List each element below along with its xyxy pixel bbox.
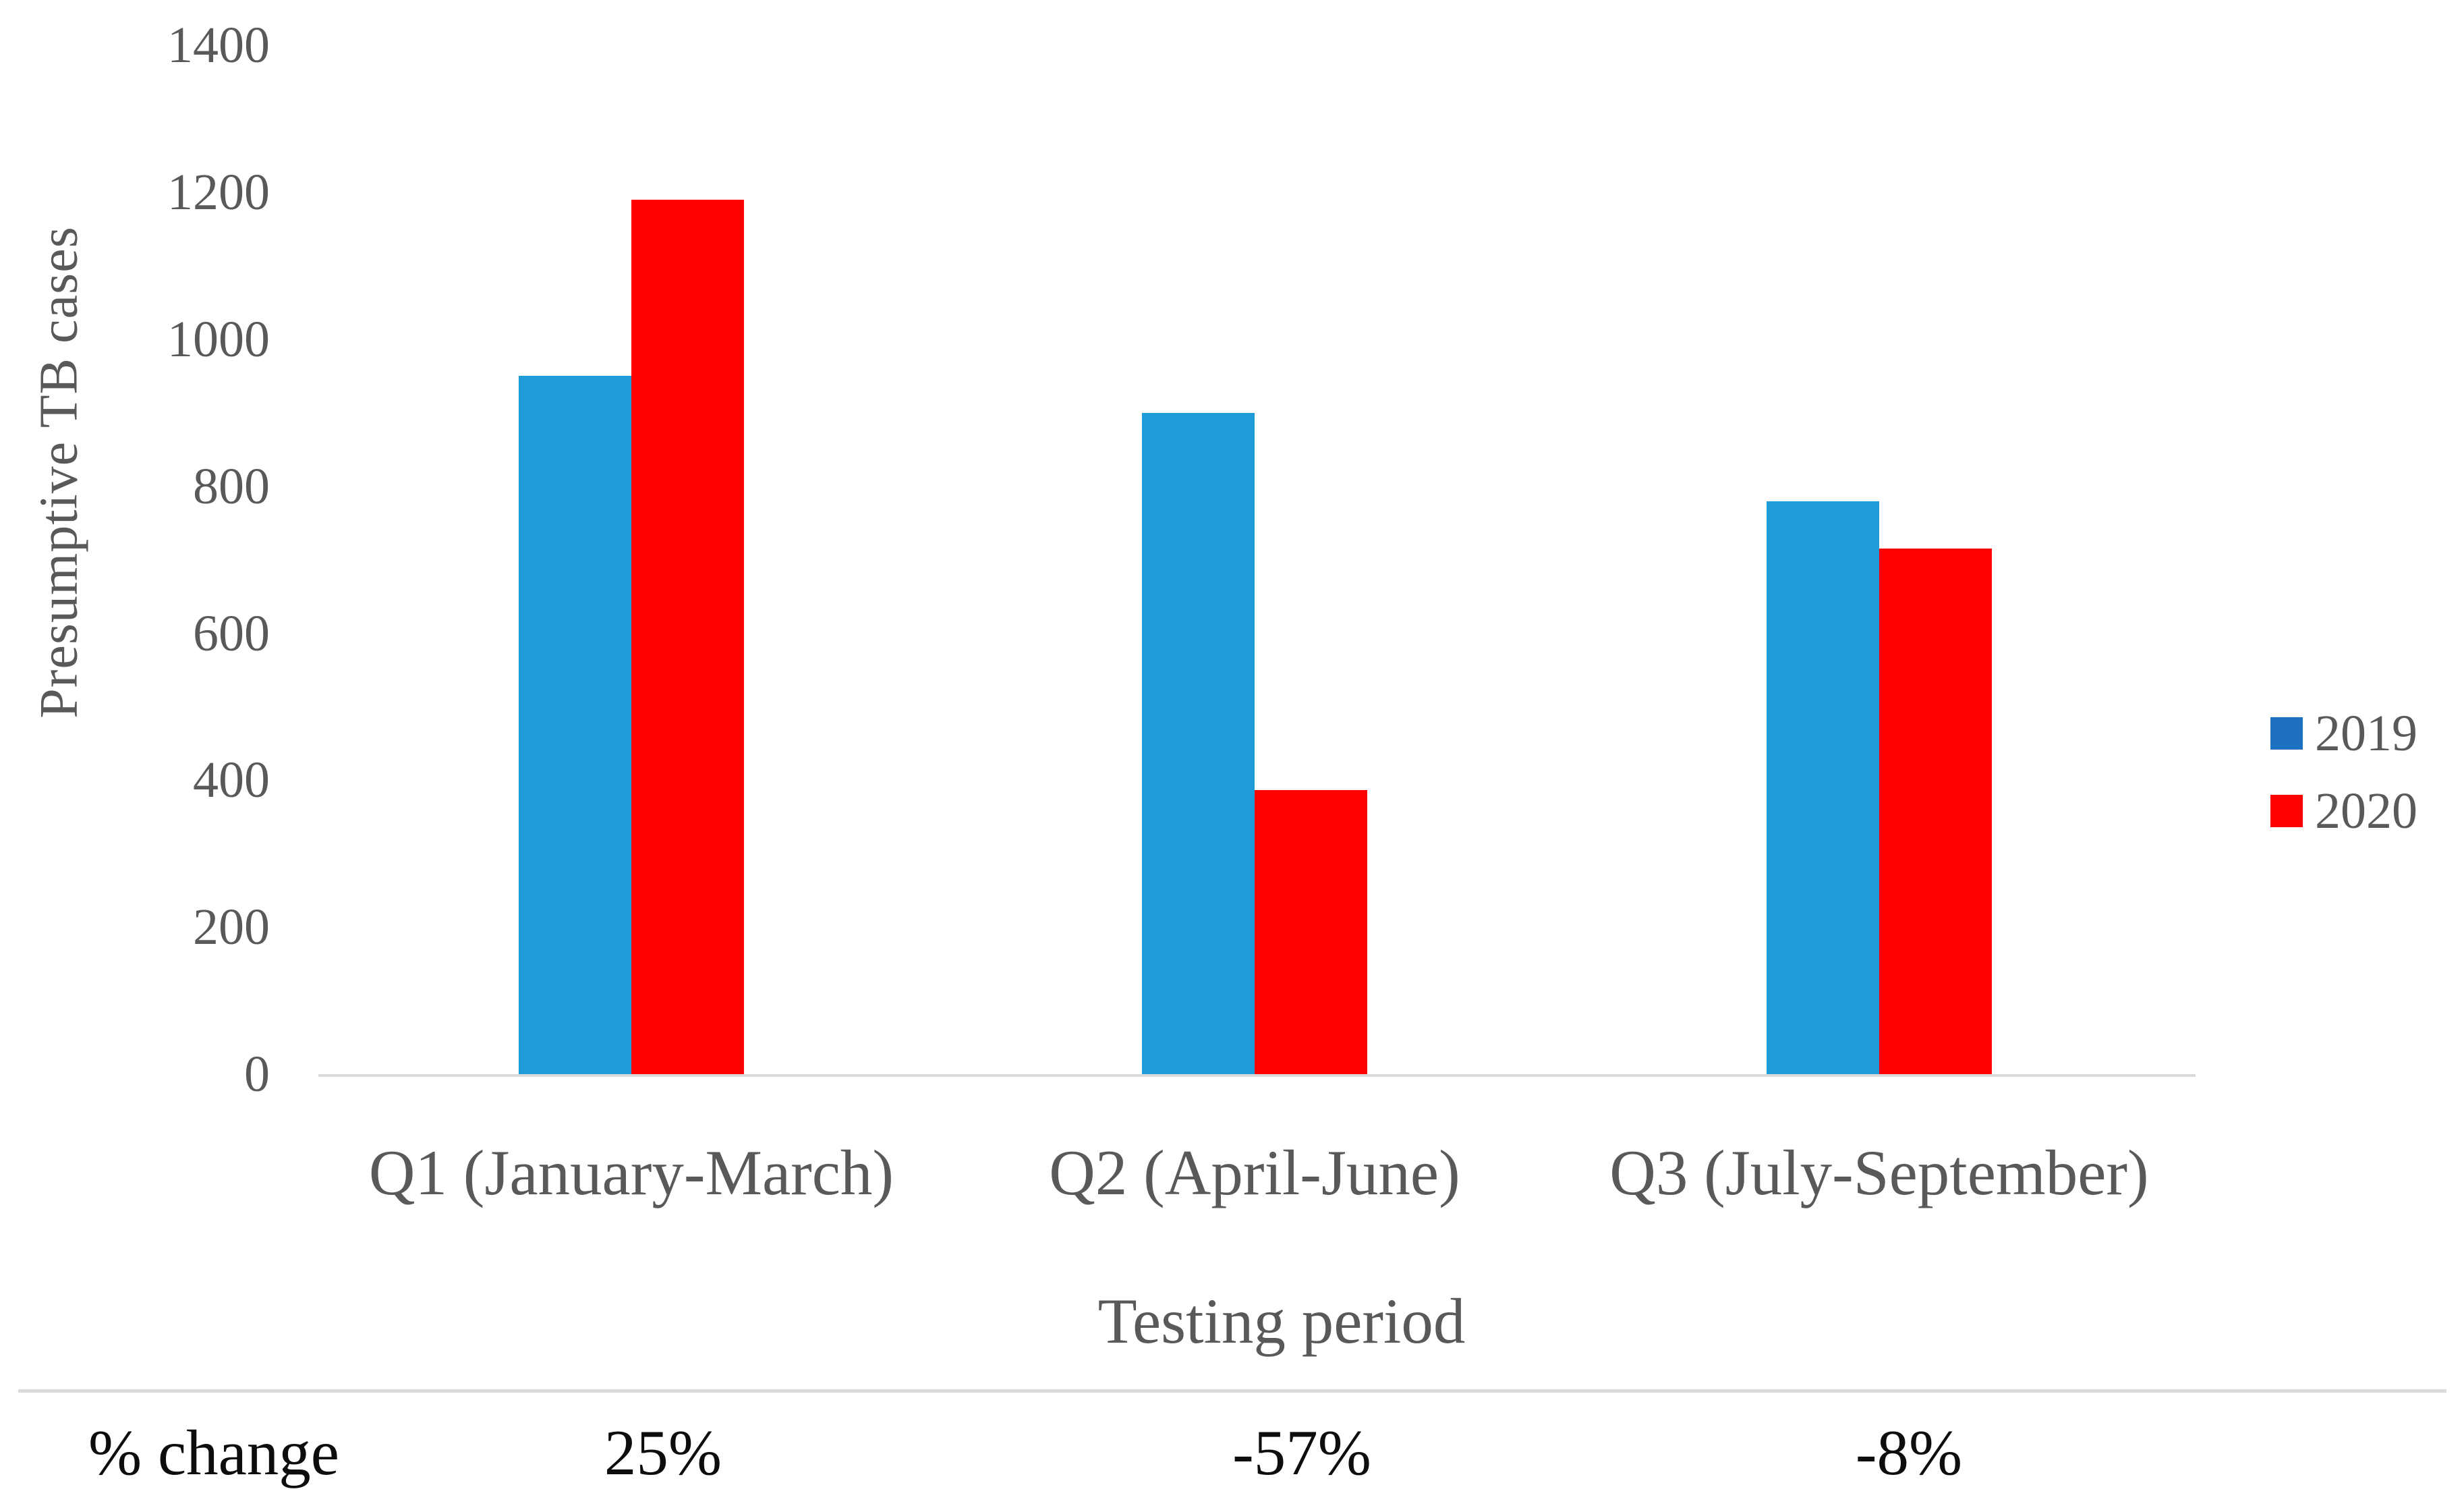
- y-tick-600: 600: [193, 605, 270, 662]
- bar-2019-q1: [519, 376, 631, 1074]
- y-tick-200: 200: [193, 899, 270, 956]
- bar-2019-q3: [1767, 501, 1879, 1074]
- legend-label-2019: 2019: [2315, 705, 2417, 762]
- legend: 2019 2020: [2270, 705, 2417, 869]
- pct-change-label: % change: [88, 1417, 339, 1488]
- x-category-label-q1: Q1 (January-March): [368, 1137, 894, 1208]
- x-axis-title: Testing period: [1097, 1285, 1466, 1357]
- pct-change-value-q1: 25%: [604, 1417, 722, 1488]
- y-tick-0: 0: [244, 1046, 270, 1102]
- bar-2019-q2: [1142, 413, 1255, 1074]
- x-axis-line: [318, 1074, 2196, 1077]
- legend-swatch-2019-icon: [2270, 717, 2303, 750]
- y-tick-1200: 1200: [167, 164, 270, 221]
- legend-swatch-2020-icon: [2270, 795, 2303, 827]
- bar-2020-q2: [1255, 790, 1367, 1074]
- bar-2020-q1: [631, 200, 744, 1074]
- x-category-label-q2: Q2 (April-June): [1049, 1137, 1460, 1208]
- bar-2020-q3: [1879, 549, 1992, 1074]
- legend-item-2019: 2019: [2270, 705, 2417, 762]
- legend-item-2020: 2020: [2270, 783, 2417, 839]
- legend-label-2020: 2020: [2315, 783, 2417, 839]
- pct-change-value-q3: -8%: [1855, 1417, 1963, 1488]
- y-tick-400: 400: [193, 752, 270, 809]
- y-tick-1000: 1000: [167, 311, 270, 368]
- pct-change-value-q2: -57%: [1232, 1417, 1371, 1488]
- y-tick-1400: 1400: [167, 17, 270, 74]
- y-tick-800: 800: [193, 457, 270, 515]
- divider-line: [18, 1389, 2446, 1393]
- x-category-label-q3: Q3 (July-September): [1609, 1137, 2149, 1208]
